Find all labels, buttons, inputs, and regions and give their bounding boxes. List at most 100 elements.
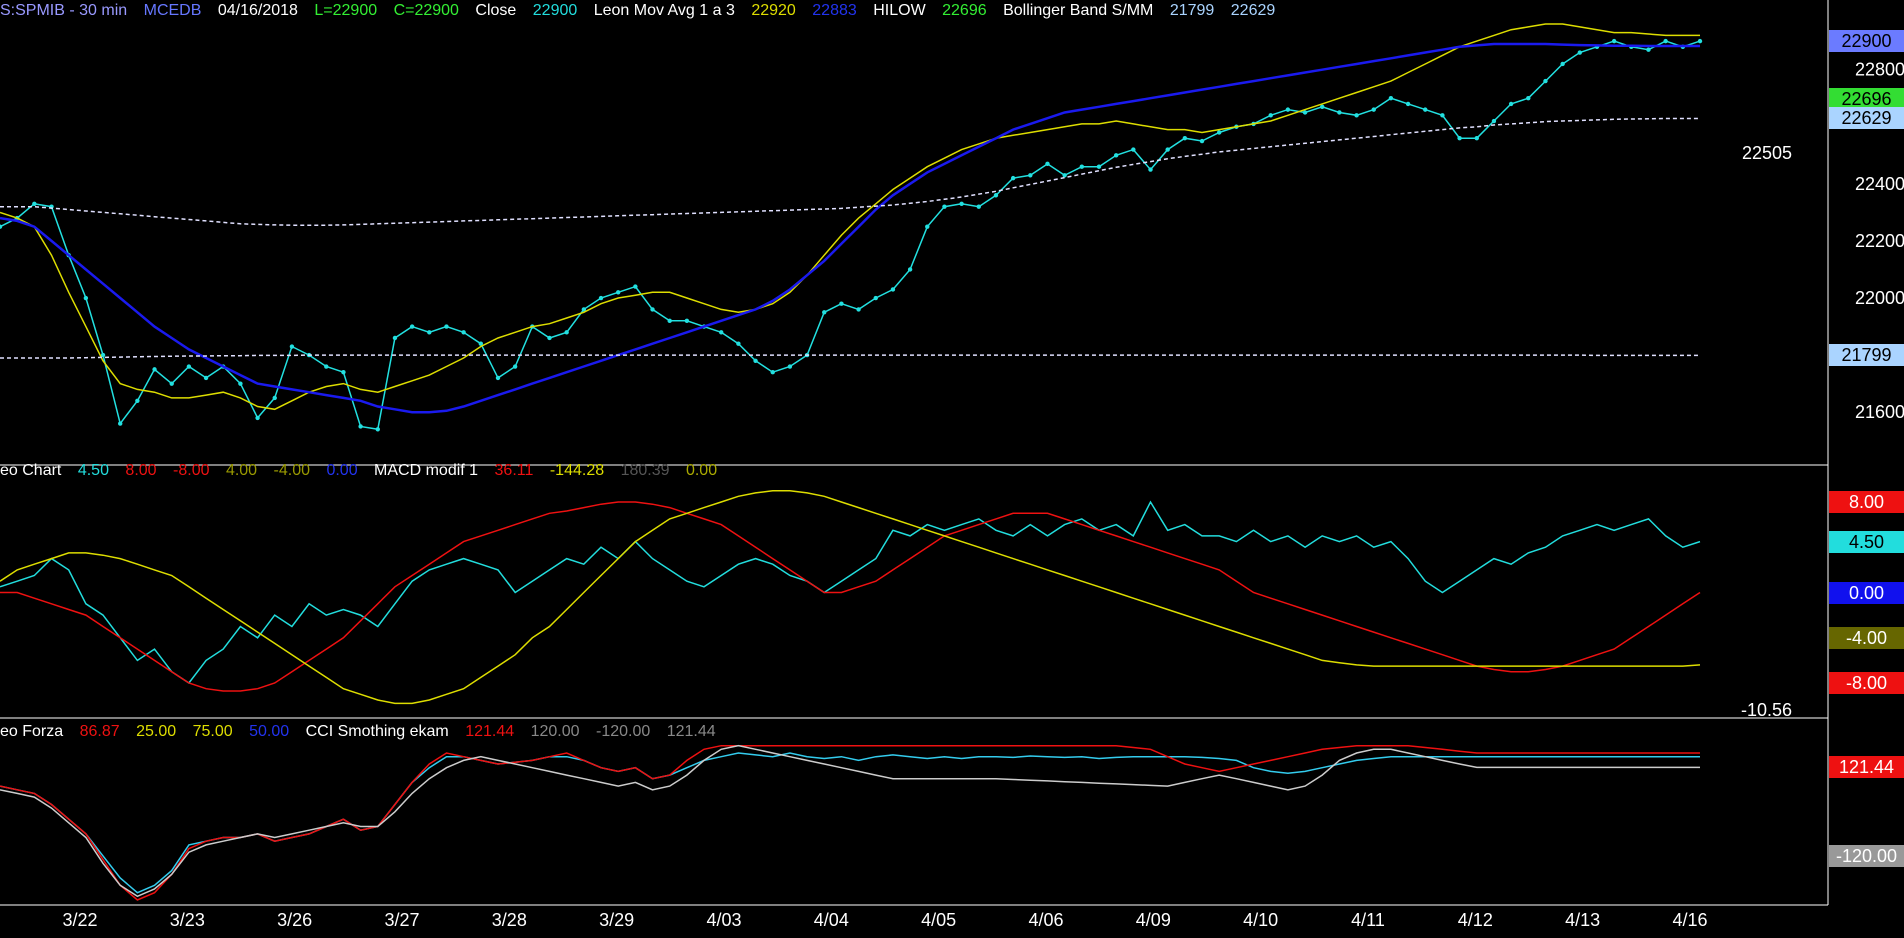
close-point-33 xyxy=(564,330,569,335)
close-point-56 xyxy=(959,201,964,207)
macd-v4: 0.00 xyxy=(685,462,718,479)
close-point-51 xyxy=(873,295,878,301)
close-point-9 xyxy=(152,367,157,372)
macd-label: MACD modif 1 xyxy=(374,462,479,479)
close-point-70 xyxy=(1199,138,1205,144)
oscillator-panel xyxy=(0,489,1701,705)
cci-panel xyxy=(0,744,1700,901)
mov-avg-v1: 22920 xyxy=(751,2,796,19)
close-point-24 xyxy=(409,324,415,329)
mov-avg-label: Leon Mov Avg 1 a 3 xyxy=(593,2,735,19)
x-tick-label-13: 4/12 xyxy=(1457,910,1493,930)
series-line-oscillator-2 xyxy=(0,489,1701,705)
close-point-23 xyxy=(392,335,398,341)
close-point-46 xyxy=(787,364,793,369)
close-point-75 xyxy=(1285,107,1291,112)
close-point-58 xyxy=(993,193,999,198)
macd-v3: 180.39 xyxy=(620,462,670,479)
close-point-78 xyxy=(1337,110,1342,115)
close-point-84 xyxy=(1440,113,1445,118)
x-tick-label-14: 4/13 xyxy=(1565,910,1601,930)
osc-tag-2: 0.00 xyxy=(1829,581,1904,604)
close-point-99 xyxy=(1697,38,1703,44)
bb-label: Bollinger Band S/MM xyxy=(1003,2,1154,19)
close-point-71 xyxy=(1216,130,1222,135)
close-point-17 xyxy=(289,344,295,349)
date-label: 04/16/2018 xyxy=(217,2,298,19)
cci-label: CCI Smothing ekam xyxy=(305,723,449,740)
osc-name: eo Chart xyxy=(0,462,62,479)
close-point-60 xyxy=(1028,173,1033,178)
close-point-12 xyxy=(203,375,209,381)
osc-v6: 0.00 xyxy=(326,462,358,479)
close-point-67 xyxy=(1148,167,1153,172)
close-point-26 xyxy=(444,324,449,329)
price-plain-label-0: 22505 xyxy=(1741,142,1792,163)
bb-v1: 21799 xyxy=(1169,2,1215,19)
series-line-cci-2 xyxy=(0,744,1700,898)
osc-plain-label: -10.56 xyxy=(1740,700,1792,720)
osc-v5: -4.00 xyxy=(273,462,310,479)
osc-tag-4: -8.00 xyxy=(1829,672,1904,695)
close-point-94 xyxy=(1611,38,1617,44)
close-point-40 xyxy=(684,318,690,324)
close-point-65 xyxy=(1113,153,1119,158)
x-tick-label-7: 4/04 xyxy=(813,910,849,930)
close-point-37 xyxy=(633,284,638,289)
y-tick-label-0: 22800 xyxy=(1855,60,1904,80)
x-tick-label-12: 4/11 xyxy=(1351,910,1385,930)
x-tick-label-5: 3/29 xyxy=(599,910,635,930)
osc-tag-3: -4.00 xyxy=(1829,626,1904,649)
close-point-35 xyxy=(598,295,604,301)
close-point-68 xyxy=(1165,147,1170,152)
close-point-66 xyxy=(1131,147,1136,152)
series-line-price-4 xyxy=(0,354,1700,359)
price-tag-3: 21799 xyxy=(1829,344,1904,367)
close-point-20 xyxy=(341,370,346,375)
macd-v2: -144.28 xyxy=(549,462,605,479)
cci-v1: 86.87 xyxy=(79,723,120,740)
close-point-29 xyxy=(495,375,501,381)
hilow-label: HILOW xyxy=(873,2,926,19)
cci-v2: 25.00 xyxy=(136,723,177,740)
close-point-14 xyxy=(238,381,243,386)
close-point-19 xyxy=(324,364,329,369)
y-tick-label-3: 22000 xyxy=(1855,288,1904,308)
x-tick-label-0: 3/22 xyxy=(62,910,98,930)
x-tick-label-4: 3/28 xyxy=(491,910,527,930)
close-point-74 xyxy=(1268,113,1273,118)
close-point-86 xyxy=(1474,135,1479,141)
x-tick-label-3: 3/27 xyxy=(384,910,420,930)
series-line-price-0 xyxy=(0,40,1701,431)
x-tick-label-2: 3/26 xyxy=(277,910,313,930)
close-eq-label: C=22900 xyxy=(393,2,459,19)
close-point-83 xyxy=(1423,107,1428,112)
close-point-80 xyxy=(1371,107,1376,112)
series-line-oscillator-1 xyxy=(0,501,1701,692)
osc-tag-0: 8.00 xyxy=(1829,490,1904,513)
close-point-90 xyxy=(1543,78,1548,84)
close-point-88 xyxy=(1508,101,1514,107)
mov-avg-v2: 22883 xyxy=(812,2,857,19)
close-point-89 xyxy=(1526,96,1531,101)
series-line-oscillator-0 xyxy=(0,500,1701,685)
cci-c3: -120.00 xyxy=(596,723,651,740)
y-tick-label-4: 21600 xyxy=(1855,402,1904,422)
close-point-57 xyxy=(976,204,981,209)
close-point-63 xyxy=(1079,164,1085,169)
series-line-price-1 xyxy=(0,23,1700,411)
osc-tag-1: 4.50 xyxy=(1829,530,1904,553)
low-label: L=22900 xyxy=(314,2,378,19)
close-point-52 xyxy=(890,287,896,292)
close-point-87 xyxy=(1491,118,1497,124)
x-tick-label-11: 4/10 xyxy=(1243,910,1279,930)
close-point-5 xyxy=(83,295,89,301)
close-point-49 xyxy=(839,301,844,306)
close-label: Close xyxy=(475,2,517,19)
series-line-cci-0 xyxy=(0,752,1700,894)
series-line-cci-1 xyxy=(0,744,1700,901)
close-point-81 xyxy=(1388,96,1394,101)
close-point-0 xyxy=(0,224,3,229)
x-tick-label-1: 3/23 xyxy=(169,910,205,930)
